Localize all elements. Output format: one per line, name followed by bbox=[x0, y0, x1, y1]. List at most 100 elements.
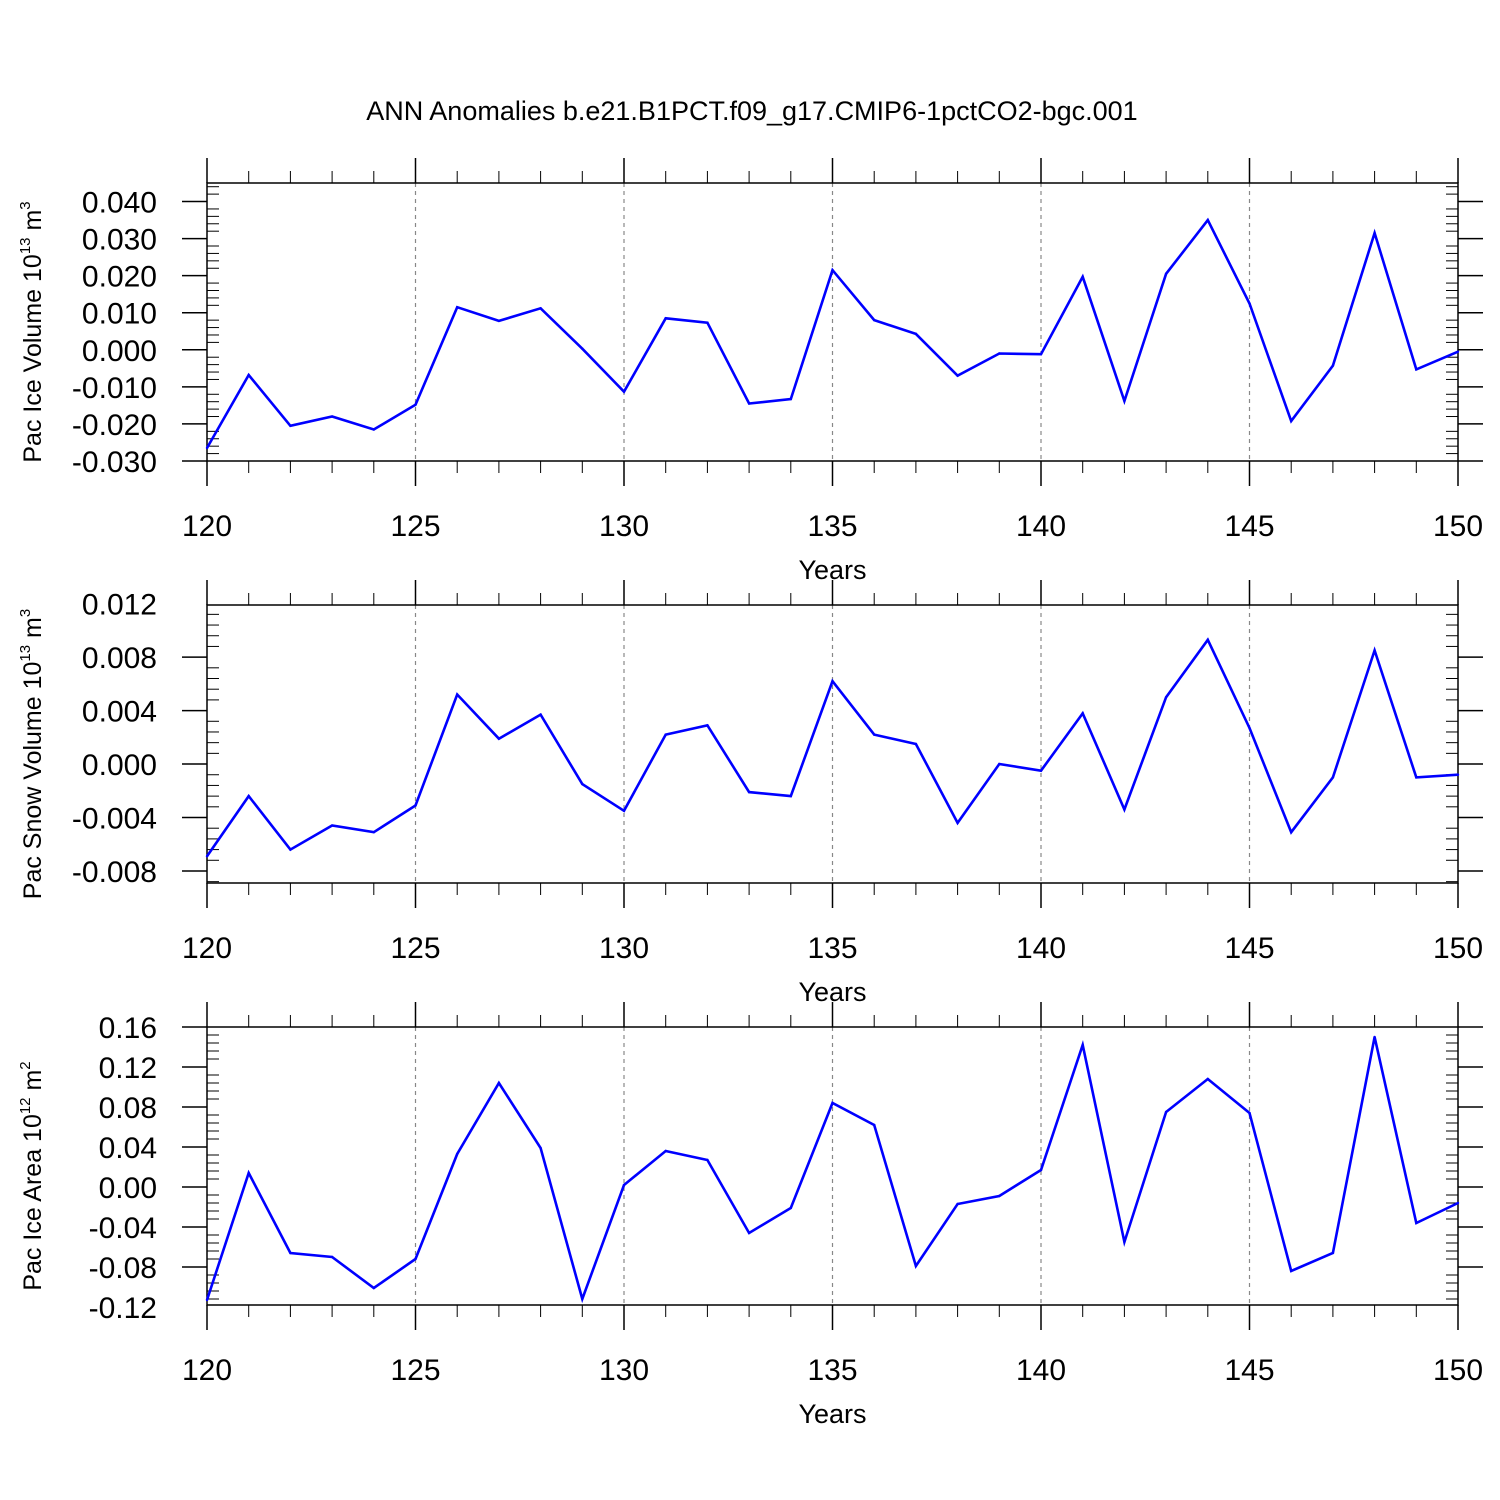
snow-volume-xtick-label: 140 bbox=[1016, 932, 1066, 965]
ice-area-data-point bbox=[998, 1194, 1001, 1198]
ice-area-data-point bbox=[1373, 1035, 1376, 1039]
ice-area-xtick-label: 140 bbox=[1016, 1354, 1066, 1387]
snow-volume-data-point bbox=[706, 724, 709, 727]
snow-volume-data-point bbox=[330, 824, 334, 827]
ice-area-data-point bbox=[581, 1297, 584, 1301]
snow-volume-data-point bbox=[831, 679, 834, 683]
snow-volume-data-point bbox=[539, 713, 542, 716]
ice-volume-data-point bbox=[497, 319, 501, 323]
ice-area-xtick-label: 150 bbox=[1433, 1354, 1483, 1387]
ice-area-data-point bbox=[539, 1146, 542, 1150]
ice-volume-data-point bbox=[1415, 368, 1418, 371]
ice-volume-data-point bbox=[205, 446, 209, 450]
ice-area-data-point bbox=[1290, 1269, 1293, 1273]
ice-volume-xtick-label: 120 bbox=[182, 510, 232, 543]
ice-area-data-point bbox=[1123, 1240, 1126, 1244]
ice-volume-data-point bbox=[247, 373, 250, 377]
ice-volume-ytick-label: 0.000 bbox=[82, 335, 157, 368]
ice-volume-data-point bbox=[581, 347, 584, 350]
snow-volume-ytick-label: 0.008 bbox=[82, 642, 157, 675]
ice-volume-data-point bbox=[456, 305, 459, 309]
ice-volume-ytick-label: 0.030 bbox=[82, 224, 157, 257]
snow-volume-xtick-label: 120 bbox=[182, 932, 232, 965]
snow-volume-data-point bbox=[414, 804, 417, 807]
ice-volume-xtick-label: 125 bbox=[390, 510, 440, 543]
ice-area-data-point bbox=[747, 1231, 751, 1235]
ice-volume-ytick-label: 0.020 bbox=[82, 261, 157, 294]
ice-volume-data-point bbox=[1206, 218, 1210, 222]
ice-area-data-point bbox=[247, 1171, 250, 1175]
ice-area-data-point bbox=[1415, 1221, 1418, 1225]
ice-volume-data-point bbox=[664, 317, 667, 320]
snow-volume-ytick-label: 0.000 bbox=[82, 749, 157, 782]
ice-area-data-point bbox=[873, 1123, 876, 1127]
ice-area-data-point bbox=[914, 1264, 918, 1268]
ice-volume-data-point bbox=[1081, 275, 1084, 278]
ice-volume-xtick-label: 150 bbox=[1433, 510, 1483, 543]
snow-volume-data-point bbox=[1248, 726, 1251, 730]
ice-volume-series-line bbox=[205, 217, 1459, 449]
ice-volume-ytick-label: -0.020 bbox=[72, 409, 157, 442]
snow-volume-data-point bbox=[956, 821, 959, 825]
snow-volume-data-point bbox=[1206, 638, 1210, 641]
ice-volume-xtick-label: 130 bbox=[599, 510, 649, 543]
ice-volume-ytick-label: -0.010 bbox=[72, 372, 157, 405]
ice-volume-data-point bbox=[1373, 231, 1376, 235]
ice-volume-data-point bbox=[1290, 419, 1293, 423]
ice-area-data-point bbox=[456, 1152, 459, 1156]
ice-area-xtick-label: 120 bbox=[182, 1354, 232, 1387]
ice-area-data-point bbox=[831, 1101, 834, 1105]
ice-volume-data-point bbox=[1164, 272, 1168, 276]
ice-area-data-point bbox=[706, 1158, 709, 1162]
ice-area-data-point bbox=[414, 1257, 417, 1261]
snow-volume-data-point bbox=[289, 848, 292, 851]
snow-volume-data-point bbox=[372, 831, 375, 834]
snow-volume-xtick-label: 130 bbox=[599, 932, 649, 965]
ice-volume-ytick-label: 0.040 bbox=[82, 187, 157, 220]
ice-volume-data-point bbox=[622, 390, 626, 393]
snow-volume-data-point bbox=[873, 733, 876, 736]
ice-area-data-point bbox=[1039, 1168, 1043, 1172]
snow-volume-data-point bbox=[622, 809, 626, 813]
ice-volume-data-point bbox=[289, 424, 292, 427]
snow-volume-data-point bbox=[1081, 712, 1084, 715]
snow-volume-ylabel: Pac Snow Volume 1013 m3 bbox=[17, 609, 47, 899]
ice-area-data-point bbox=[664, 1149, 667, 1153]
ice-volume-data-point bbox=[873, 318, 876, 322]
snow-volume-data-point bbox=[205, 855, 209, 858]
snow-volume-data-point bbox=[1164, 696, 1168, 699]
ice-area-data-point bbox=[497, 1081, 501, 1085]
ice-volume-data-point bbox=[956, 374, 959, 377]
snow-volume-data-point bbox=[747, 790, 751, 794]
snow-volume-ytick-label: 0.004 bbox=[82, 696, 157, 729]
ice-area-ytick-label: -0.04 bbox=[89, 1212, 157, 1245]
ice-area-data-point bbox=[1248, 1111, 1251, 1115]
ice-volume-data-point bbox=[914, 332, 918, 336]
snow-volume-data-point bbox=[581, 782, 584, 786]
snow-volume-data-point bbox=[1039, 769, 1043, 772]
ice-volume-xtick-label: 140 bbox=[1016, 510, 1066, 543]
ice-volume-data-point bbox=[998, 352, 1001, 355]
ice-volume-data-point bbox=[831, 268, 834, 272]
ice-area-data-point bbox=[1331, 1251, 1335, 1255]
ice-volume-data-point bbox=[747, 402, 751, 405]
snow-volume-xtick-label: 125 bbox=[390, 932, 440, 965]
snow-volume-data-point bbox=[1290, 831, 1293, 834]
ice-volume-xtick-label: 135 bbox=[807, 510, 857, 543]
snow-volume-data-point bbox=[456, 693, 459, 696]
ice-volume-ytick-label: 0.010 bbox=[82, 298, 157, 331]
ice-area-ytick-label: 0.16 bbox=[99, 1012, 157, 1045]
snow-volume-xtick-label: 135 bbox=[807, 932, 857, 965]
snow-volume-data-point bbox=[497, 737, 501, 740]
snow-volume-ytick-label: -0.008 bbox=[72, 856, 157, 889]
ice-area-data-point bbox=[372, 1286, 375, 1290]
ice-area-data-point bbox=[1206, 1077, 1210, 1081]
ice-area-ytick-label: 0.12 bbox=[99, 1052, 157, 1085]
ice-volume-xtick-label: 145 bbox=[1224, 510, 1274, 543]
ice-volume-data-point bbox=[330, 415, 334, 418]
snow-volume-data-point bbox=[1373, 649, 1376, 652]
ice-area-ytick-label: 0.04 bbox=[99, 1132, 157, 1165]
ice-volume-data-point bbox=[1331, 364, 1335, 367]
ice-area-xlabel: Years bbox=[798, 1399, 866, 1429]
ice-volume-ylabel: Pac Ice Volume 1013 m3 bbox=[17, 201, 47, 462]
